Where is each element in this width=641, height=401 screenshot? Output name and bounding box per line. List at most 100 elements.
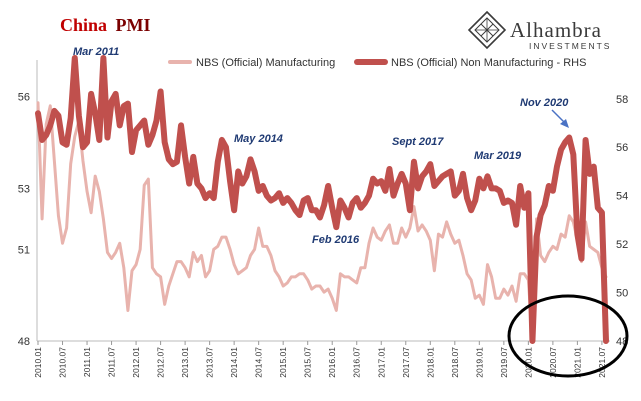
point-manufacturing — [229, 248, 231, 250]
point-manufacturing — [184, 267, 186, 269]
x-tick-label: 2017.01 — [376, 347, 386, 378]
point-non-manufacturing — [290, 202, 292, 204]
x-tick-label: 2018.01 — [425, 347, 435, 378]
point-non-manufacturing — [286, 197, 288, 199]
point-non-manufacturing — [253, 170, 256, 173]
annotation-mar-2011: Mar 2011 — [73, 46, 119, 58]
point-manufacturing — [102, 218, 104, 220]
point-non-manufacturing — [74, 57, 76, 59]
point-manufacturing — [409, 227, 411, 229]
point-non-manufacturing — [143, 119, 145, 122]
point-manufacturing — [90, 212, 92, 214]
point-manufacturing — [327, 288, 329, 290]
x-tick-label: 2019.07 — [499, 347, 509, 378]
point-manufacturing — [274, 270, 276, 272]
point-non-manufacturing — [61, 141, 64, 143]
point-manufacturing — [196, 260, 198, 263]
point-non-manufacturing — [70, 117, 72, 119]
annotation-mar-2019: Mar 2019 — [474, 150, 522, 162]
point-non-manufacturing — [90, 93, 92, 95]
point-manufacturing — [70, 163, 72, 165]
point-manufacturing — [343, 276, 346, 278]
point-manufacturing — [368, 242, 370, 244]
point-manufacturing — [45, 123, 47, 125]
point-manufacturing — [282, 285, 284, 287]
point-manufacturing — [417, 230, 419, 232]
logo-name: Alhambra — [510, 18, 602, 42]
x-tick-label: 2016.01 — [327, 347, 337, 378]
point-non-manufacturing — [229, 180, 231, 182]
y-right-tick-label: 58 — [616, 94, 628, 106]
point-non-manufacturing — [368, 195, 370, 197]
point-non-manufacturing — [282, 202, 284, 204]
point-non-manufacturing — [376, 182, 378, 185]
point-non-manufacturing — [601, 212, 603, 214]
point-non-manufacturing — [323, 204, 325, 206]
point-manufacturing — [98, 190, 100, 192]
point-non-manufacturing — [429, 163, 431, 165]
point-manufacturing — [57, 215, 60, 217]
point-manufacturing — [159, 276, 162, 278]
point-manufacturing — [61, 242, 64, 244]
point-manufacturing — [372, 227, 374, 229]
x-tick-label: 2020.01 — [523, 347, 533, 378]
point-non-manufacturing — [584, 139, 587, 141]
point-non-manufacturing — [466, 197, 468, 199]
series-line-manufacturing — [36, 101, 608, 343]
point-manufacturing — [217, 245, 219, 247]
point-non-manufacturing — [384, 190, 386, 192]
point-non-manufacturing — [327, 185, 329, 187]
x-tick-label: 2011.07 — [107, 347, 117, 377]
point-non-manufacturing — [106, 136, 109, 139]
point-manufacturing — [429, 239, 431, 241]
point-non-manufacturing — [556, 165, 558, 168]
point-manufacturing — [499, 297, 501, 299]
point-non-manufacturing — [364, 202, 366, 204]
point-non-manufacturing — [115, 93, 117, 95]
point-manufacturing — [151, 267, 154, 269]
point-non-manufacturing — [270, 199, 272, 202]
x-tick-label: 2020.07 — [548, 347, 558, 378]
point-non-manufacturing — [184, 156, 186, 158]
point-non-manufacturing — [380, 180, 382, 182]
point-non-manufacturing — [249, 158, 252, 160]
point-non-manufacturing — [147, 144, 149, 146]
point-non-manufacturing — [568, 136, 570, 139]
point-non-manufacturing — [450, 170, 452, 173]
point-non-manufacturing — [589, 173, 591, 175]
point-non-manufacturing — [486, 175, 489, 177]
x-tick-label: 2011.01 — [82, 347, 92, 377]
point-non-manufacturing — [86, 141, 88, 143]
annotation-nov-2020: Nov 2020 — [520, 97, 569, 109]
point-manufacturing — [572, 221, 574, 223]
point-manufacturing — [515, 300, 517, 302]
x-tick-label: 2014.07 — [254, 347, 264, 378]
point-non-manufacturing — [544, 204, 546, 206]
point-manufacturing — [384, 230, 386, 232]
point-non-manufacturing — [503, 202, 505, 204]
point-manufacturing — [262, 245, 264, 247]
point-non-manufacturing — [274, 197, 276, 199]
point-non-manufacturing — [540, 214, 542, 216]
point-manufacturing — [286, 282, 288, 284]
point-non-manufacturing — [245, 175, 247, 177]
x-axis: 2010.01 2010.07 2011.01 2011.07 2012.01 2012.… — [33, 341, 607, 378]
point-non-manufacturing — [523, 207, 525, 209]
point-manufacturing — [454, 242, 456, 244]
point-manufacturing — [233, 264, 235, 266]
point-manufacturing — [462, 254, 464, 257]
point-non-manufacturing — [221, 139, 223, 141]
point-manufacturing — [143, 184, 145, 186]
point-manufacturing — [127, 309, 129, 312]
point-non-manufacturing — [560, 149, 562, 151]
point-non-manufacturing — [213, 197, 215, 199]
point-non-manufacturing — [94, 112, 96, 114]
point-manufacturing — [53, 160, 55, 162]
point-non-manufacturing — [405, 182, 407, 185]
point-manufacturing — [405, 236, 407, 238]
point-non-manufacturing — [200, 187, 203, 189]
chart-title: China PMI — [60, 15, 151, 35]
point-non-manufacturing — [527, 192, 529, 194]
point-manufacturing — [237, 273, 239, 275]
